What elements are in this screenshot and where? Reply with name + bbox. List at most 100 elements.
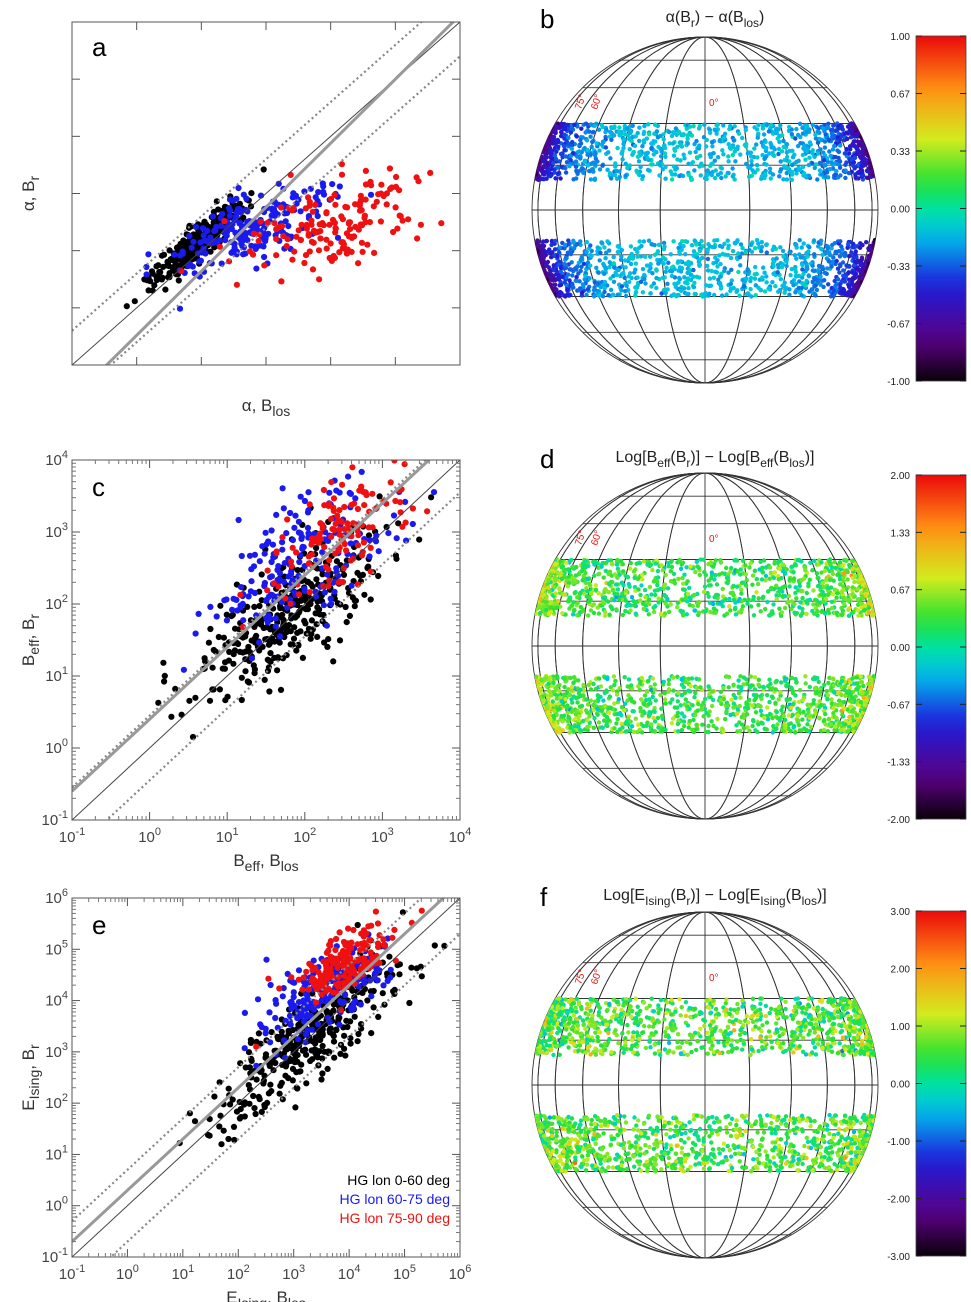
data-point: [161, 678, 168, 685]
data-point: [707, 291, 712, 296]
data-point: [677, 276, 682, 282]
y-tick-base: 10: [42, 1249, 59, 1266]
data-point: [594, 265, 599, 270]
data-point: [331, 219, 338, 226]
data-point: [689, 243, 695, 248]
data-point: [256, 602, 263, 610]
data-point: [247, 1039, 254, 1046]
data-point: [281, 1037, 288, 1044]
y-tick-label: 102: [45, 1092, 68, 1112]
data-point: [331, 526, 338, 534]
data-point: [321, 502, 328, 509]
data-point: [623, 265, 628, 270]
data-point: [264, 219, 271, 226]
data-point: [635, 130, 640, 136]
data-point: [712, 238, 717, 243]
data-point: [843, 175, 848, 181]
x-axis-label-sub: los: [272, 403, 290, 419]
data-point: [160, 251, 168, 258]
data-point: [231, 1136, 238, 1144]
data-point: [584, 138, 590, 143]
data-point: [600, 294, 606, 299]
data-point: [574, 274, 579, 280]
data-point: [781, 138, 786, 144]
data-point: [344, 1023, 351, 1031]
data-point: [210, 646, 217, 654]
data-point: [277, 633, 284, 640]
data-point: [824, 170, 830, 175]
data-point: [559, 129, 564, 135]
data-point: [678, 269, 684, 274]
data-point: [330, 1033, 337, 1040]
y-tick-label: 104: [45, 449, 68, 469]
data-point: [162, 286, 169, 293]
data-point: [810, 263, 815, 268]
data-point: [844, 160, 849, 165]
data-point: [710, 144, 715, 149]
data-point: [727, 126, 732, 132]
data-point: [209, 664, 216, 671]
data-point: [585, 287, 590, 292]
data-point: [655, 250, 660, 255]
data-point: [596, 127, 602, 132]
data-point: [621, 271, 626, 276]
data-point: [654, 267, 659, 272]
x-tick-base: 10: [116, 1266, 133, 1283]
data-point: [781, 284, 787, 289]
data-point: [354, 542, 362, 549]
data-point: [583, 121, 589, 126]
data-point: [314, 604, 321, 611]
data-point: [284, 209, 291, 217]
data-point: [220, 1127, 227, 1134]
data-point: [547, 247, 552, 252]
data-point: [238, 696, 245, 704]
dotted-bound-line: [105, 491, 460, 820]
data-point: [685, 281, 690, 286]
data-point: [782, 164, 787, 169]
data-point: [697, 143, 702, 148]
data-point: [715, 155, 721, 160]
data-point: [308, 551, 316, 558]
data-point: [263, 614, 270, 622]
data-point: [722, 135, 727, 140]
data-point: [707, 276, 713, 281]
data-point: [728, 255, 734, 261]
data-point: [733, 159, 738, 164]
data-point: [306, 248, 313, 255]
data-point: [289, 537, 296, 544]
dotted-bound-line: [109, 933, 460, 1257]
data-point: [544, 151, 549, 157]
data-point: [297, 208, 304, 215]
data-point: [336, 637, 344, 644]
data-point: [295, 976, 302, 983]
data-point: [582, 277, 587, 282]
data-point: [569, 146, 574, 151]
data-point: [752, 125, 757, 130]
x-axis-label: Beff, Blos: [233, 851, 298, 874]
data-point: [784, 177, 790, 182]
data-point: [249, 251, 257, 258]
data-point: [624, 126, 630, 131]
data-point: [331, 254, 338, 261]
y-tick-exp: 4: [62, 990, 68, 1002]
data-point: [851, 255, 856, 260]
data-point: [253, 632, 260, 640]
data-point: [744, 161, 749, 167]
data-point: [347, 955, 354, 962]
data-point: [272, 615, 279, 622]
data-point: [588, 263, 593, 268]
data-point: [793, 267, 798, 272]
data-point: [853, 174, 858, 180]
data-point: [801, 146, 806, 151]
data-point: [794, 256, 799, 261]
data-point: [836, 126, 842, 131]
reference-lines: [72, 22, 460, 365]
data-point: [813, 283, 818, 288]
data-point: [250, 1092, 257, 1100]
data-point: [764, 250, 769, 255]
data-point: [218, 260, 225, 267]
x-axis-label: α, Blos: [242, 396, 291, 419]
data-point: [822, 139, 828, 144]
data-point: [408, 964, 415, 971]
data-point: [164, 259, 171, 266]
